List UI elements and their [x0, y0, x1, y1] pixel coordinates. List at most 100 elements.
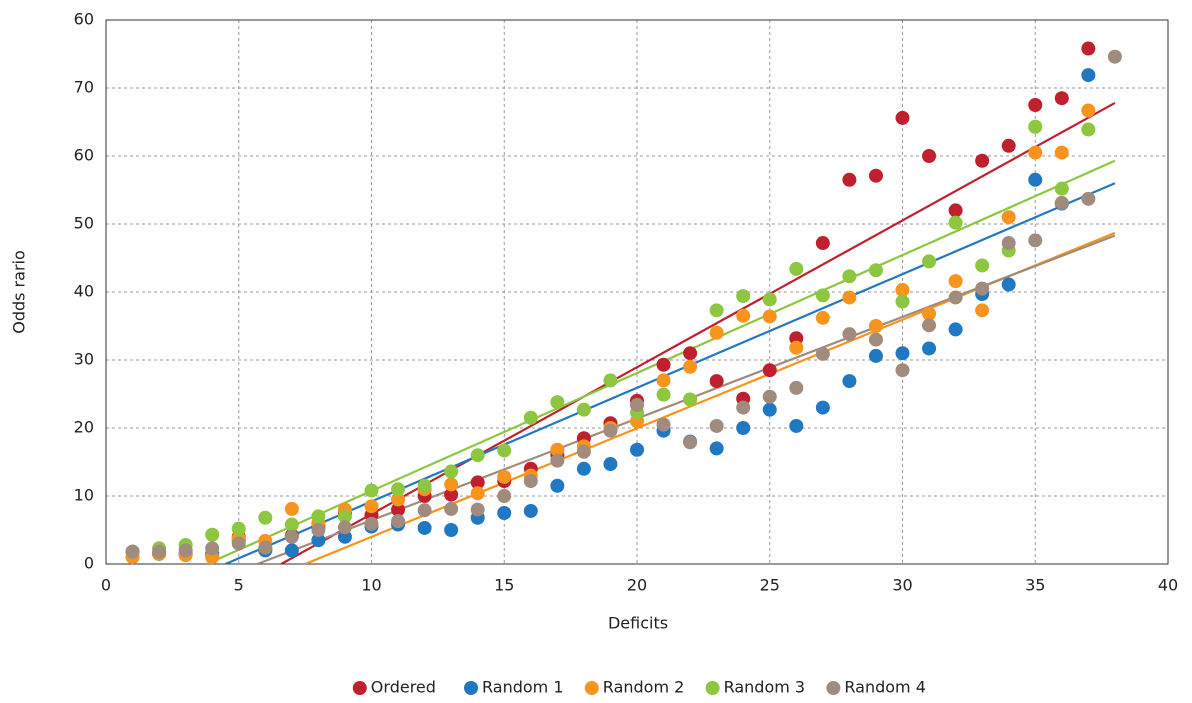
legend-marker — [826, 681, 841, 695]
point — [1081, 122, 1096, 137]
point — [842, 374, 857, 389]
point — [125, 544, 140, 559]
point — [470, 448, 485, 463]
point — [948, 215, 963, 230]
point — [1107, 49, 1122, 64]
point — [284, 543, 299, 558]
point — [736, 289, 751, 304]
x-axis-label: Deficits — [608, 614, 668, 633]
y-tick-label: 70 — [74, 78, 94, 97]
point — [842, 290, 857, 305]
point — [922, 149, 937, 163]
point — [284, 529, 299, 544]
x-tick-label: 35 — [1025, 576, 1045, 595]
point — [762, 389, 777, 404]
point — [736, 421, 751, 435]
y-tick-label: 50 — [74, 214, 94, 233]
point — [922, 341, 937, 356]
point — [311, 509, 326, 524]
point — [789, 380, 804, 395]
point — [948, 290, 963, 305]
trendline — [280, 101, 1116, 564]
point — [683, 392, 698, 407]
point — [444, 464, 459, 479]
x-tick-label: 30 — [892, 576, 912, 595]
point — [550, 453, 565, 468]
point — [550, 442, 565, 457]
y-tick-label: 60 — [74, 146, 94, 165]
point — [576, 444, 591, 459]
point — [311, 523, 326, 537]
point — [762, 292, 777, 307]
point — [1054, 195, 1069, 210]
point — [391, 502, 406, 517]
point — [922, 306, 937, 321]
point — [1001, 138, 1016, 153]
point — [948, 274, 963, 289]
point — [842, 269, 857, 284]
point — [656, 417, 671, 432]
point — [523, 474, 538, 489]
point — [576, 461, 591, 476]
point — [842, 327, 857, 342]
point — [205, 527, 220, 542]
point — [258, 510, 273, 525]
point — [1028, 119, 1043, 134]
point — [656, 387, 671, 402]
point — [311, 533, 326, 548]
point — [815, 400, 830, 415]
point — [736, 400, 751, 415]
point — [470, 486, 485, 501]
point — [1054, 181, 1069, 196]
point — [523, 503, 538, 518]
point — [868, 348, 883, 363]
trendline — [225, 182, 1116, 564]
point — [231, 536, 246, 551]
point — [895, 294, 910, 309]
point — [1028, 233, 1043, 248]
point — [709, 325, 724, 340]
point — [391, 514, 406, 529]
point — [497, 506, 512, 520]
point — [231, 521, 246, 536]
legend-label: Random 3 — [724, 678, 806, 697]
point — [895, 110, 910, 125]
point — [284, 517, 299, 532]
point — [815, 310, 830, 325]
point — [258, 540, 273, 555]
point — [417, 478, 432, 493]
point — [178, 543, 193, 558]
point — [417, 503, 432, 518]
plot-border — [105, 19, 1169, 565]
point — [762, 402, 777, 417]
y-tick-label: 20 — [74, 418, 94, 437]
point — [391, 482, 406, 497]
point — [1054, 91, 1069, 106]
y-tick-label: 30 — [74, 350, 94, 369]
point — [1054, 145, 1069, 160]
point — [868, 263, 883, 278]
point — [337, 509, 352, 524]
point — [709, 418, 724, 433]
point — [603, 373, 618, 388]
point — [975, 258, 990, 273]
point — [709, 441, 724, 456]
point — [683, 435, 698, 450]
point — [709, 374, 724, 389]
legend-label: Random 4 — [844, 678, 926, 697]
point — [656, 373, 671, 388]
legend-marker — [584, 681, 599, 695]
point — [444, 487, 459, 502]
plot-area — [206, 101, 1116, 564]
point — [364, 483, 379, 498]
point — [470, 475, 485, 490]
point — [922, 318, 937, 333]
point — [1081, 103, 1096, 118]
legend-marker — [464, 681, 478, 695]
point — [497, 489, 512, 503]
y-tick-label: 10 — [74, 486, 94, 505]
point — [1028, 145, 1043, 160]
point — [789, 340, 804, 355]
point — [842, 172, 857, 187]
